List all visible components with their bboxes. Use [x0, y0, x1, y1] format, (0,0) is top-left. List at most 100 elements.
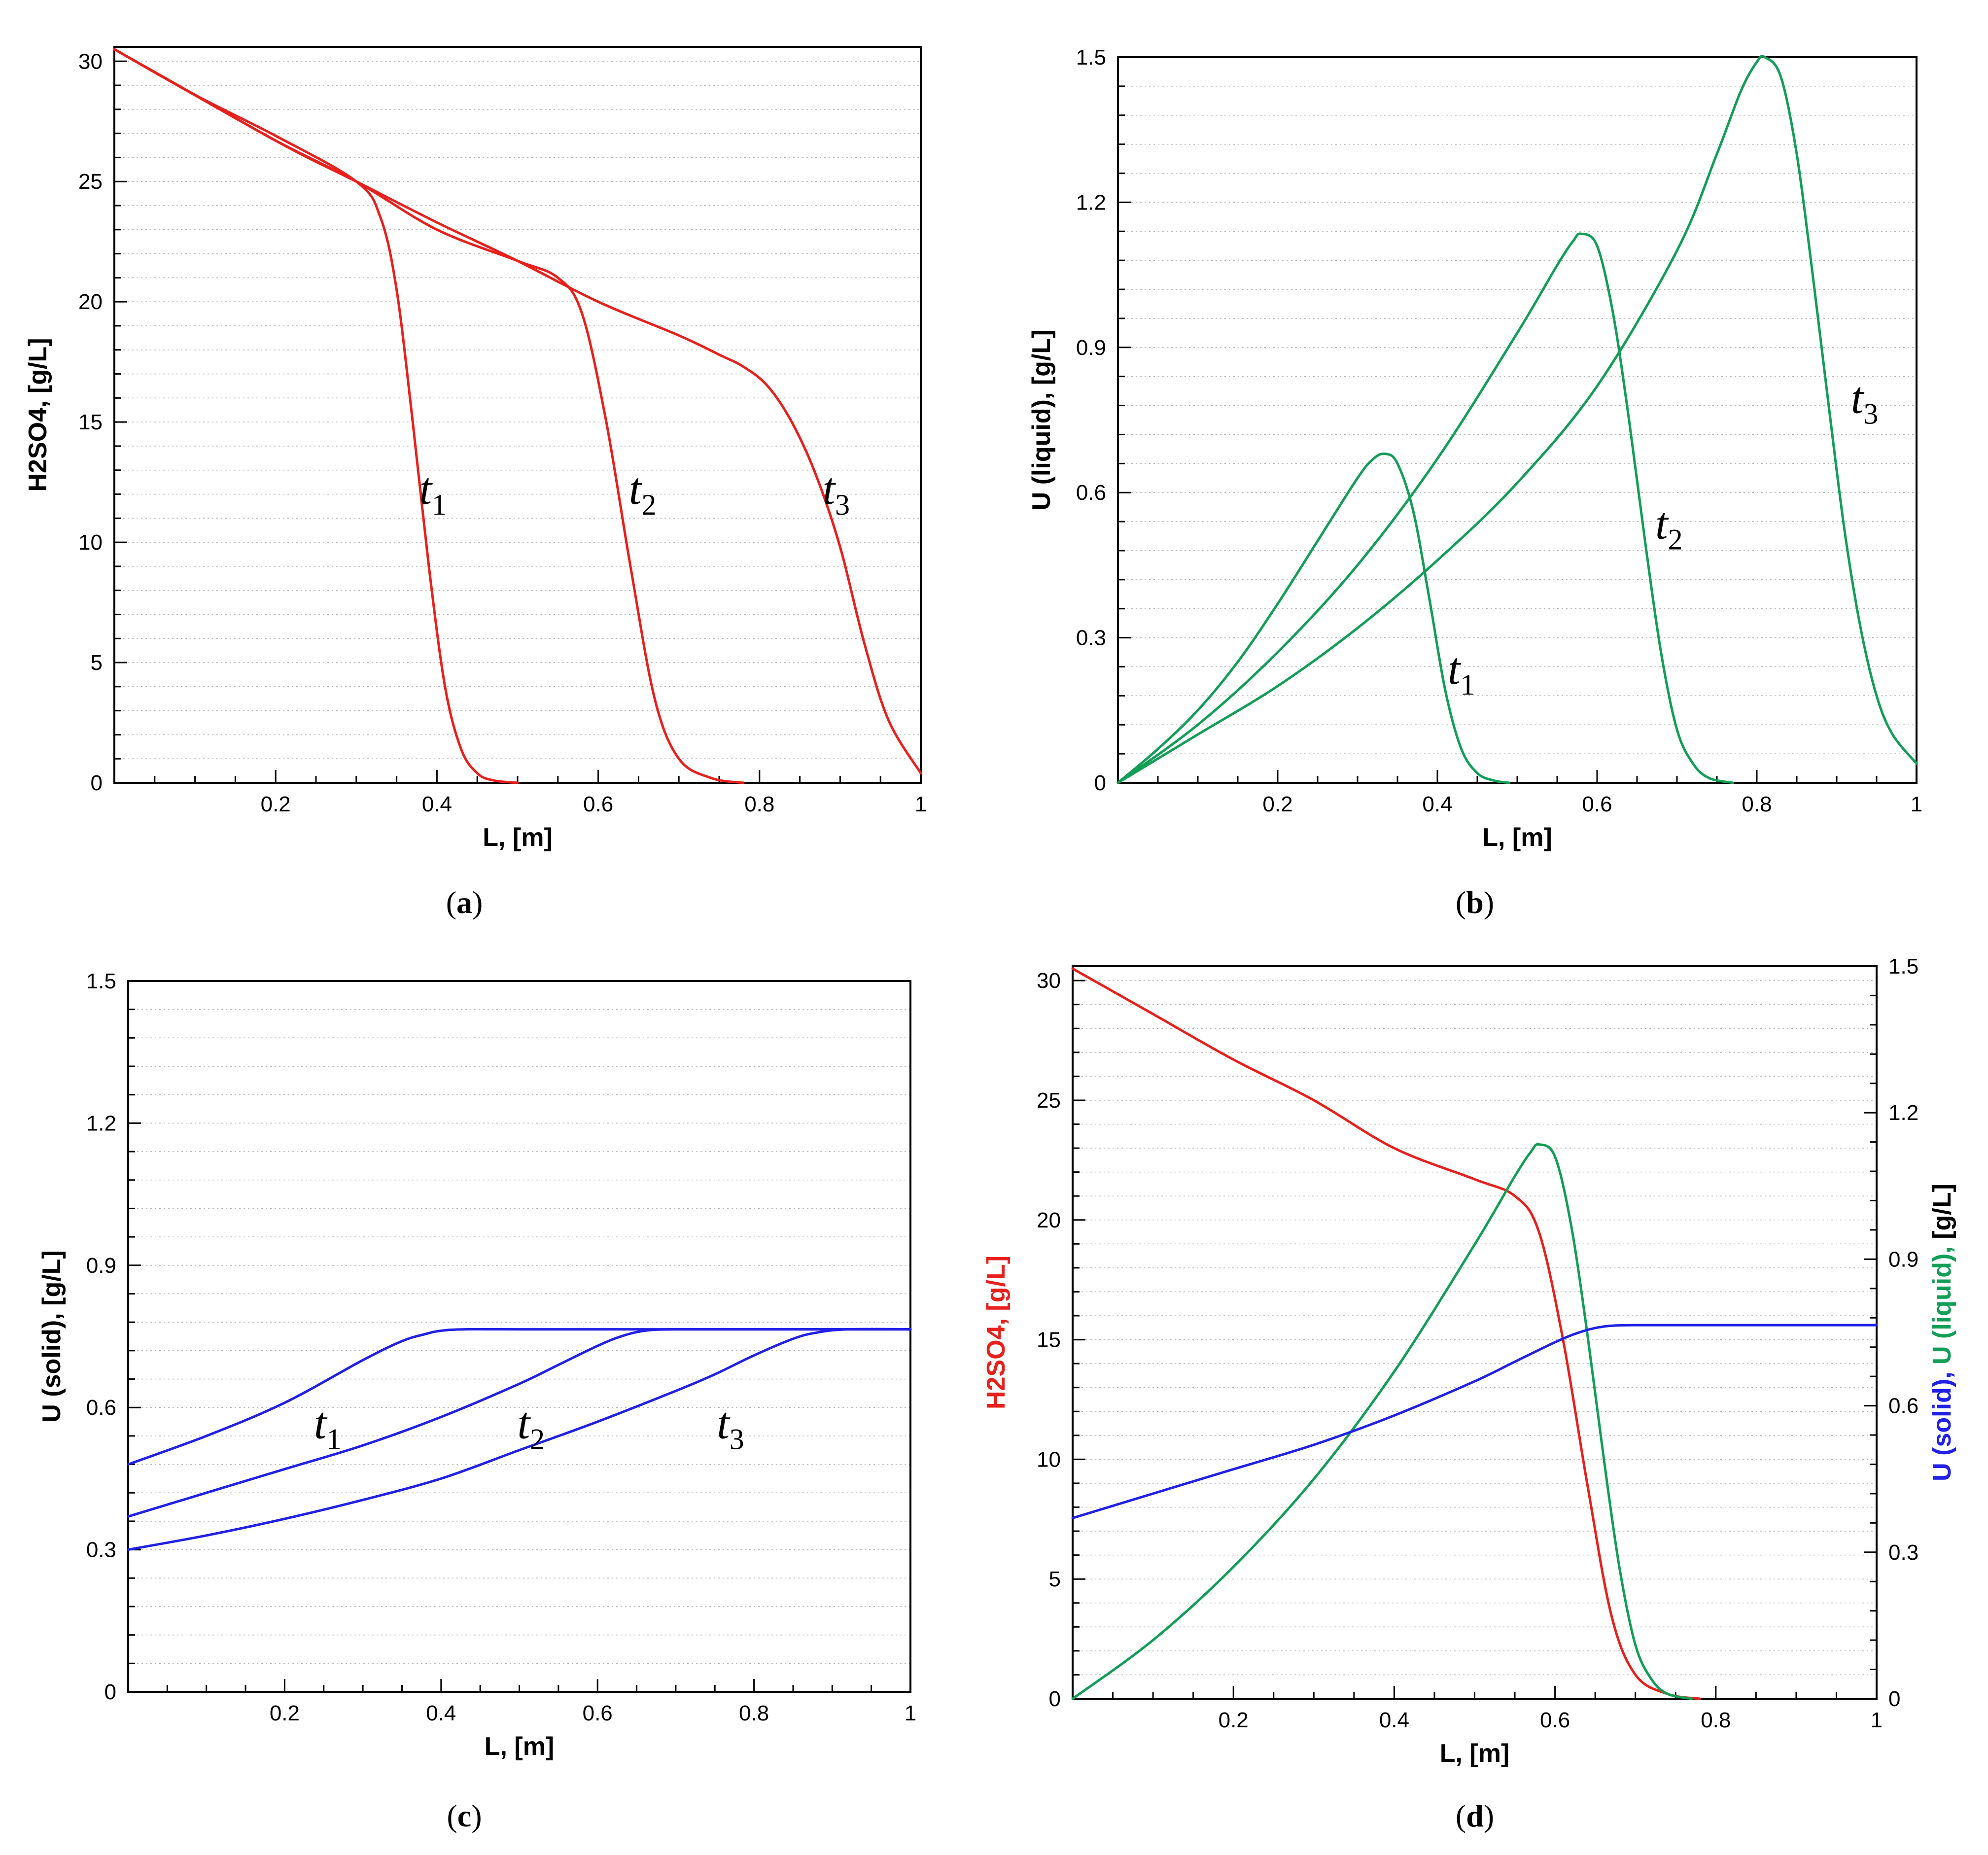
series-line-t2	[113, 48, 745, 784]
x-tick-label: 1	[1871, 1708, 1883, 1732]
x-tick-label: 0.4	[426, 1701, 456, 1725]
x-tick-label: 1	[915, 792, 927, 816]
x-tick-label: 0.8	[1742, 792, 1772, 816]
y-tick-label: 0	[1094, 771, 1106, 795]
panel-c: 0.2 0.4 0.6 0.8 1 0 0.3 0.6 0.9 1.2 1.5 L, [m] U (so…	[37, 969, 916, 1833]
x-tick-label: 0.2	[261, 792, 291, 816]
y-right-tick-label: 1.5	[1888, 954, 1918, 979]
series-line-t2	[127, 1328, 912, 1518]
x-tick-label: 0.6	[1540, 1708, 1570, 1732]
y-left-tick-label: 5	[1049, 1567, 1061, 1591]
y-left-tick-label: 30	[1037, 969, 1061, 993]
y-tick-label: 1.5	[1076, 45, 1106, 70]
caption-open: (	[447, 1798, 457, 1833]
x-axis-label: L, [m]	[1440, 1739, 1510, 1768]
series-line-u-solid-	[1071, 1324, 1878, 1519]
series-label-t1: t1	[1448, 643, 1475, 701]
caption-letter: a	[456, 885, 472, 920]
caption-close: )	[1484, 1798, 1494, 1833]
y-tick-label: 0	[105, 1680, 116, 1704]
caption-letter: b	[1466, 885, 1484, 920]
series-label-base: t	[1851, 372, 1865, 422]
y-left-axis-label: H2SO4, [g/L]	[982, 1256, 1011, 1409]
caption-open: (	[446, 885, 456, 920]
series-line-t3	[113, 48, 922, 774]
caption-open: (	[1456, 1798, 1466, 1833]
x-tick-label: 0.2	[270, 1701, 300, 1725]
y-tick-label: 1.2	[86, 1111, 116, 1135]
x-tick-label: 1	[905, 1701, 916, 1725]
x-axis-label: L, [m]	[483, 823, 553, 852]
caption-letter: c	[457, 1798, 471, 1833]
y-right-axis-label-part: U (solid),	[1928, 1365, 1956, 1481]
panel-caption: (a)	[446, 885, 483, 920]
x-tick-label: 0.4	[422, 792, 452, 816]
y-right-tick-label: 1.2	[1888, 1101, 1918, 1125]
series-label-sub: 2	[641, 489, 656, 521]
y-tick-label: 1.5	[86, 969, 116, 993]
caption-close: )	[1484, 885, 1494, 920]
y-tick-label: 25	[78, 170, 103, 194]
y-left-tick-label: 10	[1037, 1447, 1061, 1471]
series-line-h2so4	[1071, 967, 1701, 1700]
series-line-u-liquid-	[1071, 1143, 1693, 1700]
y-tick-label: 0.6	[1076, 481, 1106, 505]
y-left-tick-label: 20	[1037, 1208, 1061, 1232]
series-label-sub: 2	[1668, 523, 1683, 556]
plot-frame	[127, 980, 911, 1693]
series-label-sub: 1	[432, 489, 447, 521]
series-label-base: t	[518, 1398, 531, 1448]
x-tick-label: 0.2	[1262, 792, 1292, 816]
panel-d: 0.2 0.4 0.6 0.8 105101520253000.30.60.91.21.…	[982, 954, 1956, 1833]
x-tick-label: 0.6	[583, 792, 613, 816]
series-line-t3	[127, 1328, 912, 1551]
y-tick-label: 0	[91, 771, 103, 795]
caption-close: )	[472, 885, 483, 920]
x-tick-label: 0.8	[1701, 1708, 1731, 1732]
y-left-tick-label: 15	[1037, 1328, 1061, 1352]
plot-frame	[1117, 56, 1918, 784]
y-tick-label: 0.3	[86, 1538, 116, 1562]
y-right-axis-label-part: U (liquid),	[1928, 1239, 1956, 1365]
y-tick-label: 15	[78, 410, 103, 434]
series-line-t1	[113, 48, 519, 784]
x-tick-label: 0.8	[744, 792, 774, 816]
x-tick-label: 0.8	[739, 1701, 769, 1725]
y-right-tick-label: 0.9	[1888, 1247, 1918, 1271]
series-label-sub: 2	[530, 1423, 545, 1456]
y-right-tick-label: 0	[1888, 1687, 1900, 1711]
series-label-t3: t3	[717, 1398, 744, 1456]
y-tick-label: 5	[91, 651, 103, 675]
series-line-t3	[1116, 55, 1918, 784]
series-line-t2	[1116, 232, 1734, 784]
y-axis-label: H2SO4, [g/L]	[24, 338, 52, 491]
y-tick-label: 0.6	[86, 1396, 116, 1420]
y-tick-label: 0.9	[1076, 336, 1106, 360]
series-label-base: t	[1655, 498, 1669, 548]
series-label-sub: 3	[835, 489, 850, 521]
x-tick-label: 0.4	[1379, 1708, 1409, 1732]
series-label-t2: t2	[518, 1398, 545, 1456]
y-axis-label: U (liquid), [g/L]	[1027, 330, 1056, 511]
series-label-sub: 3	[1863, 397, 1878, 430]
series-label-t3: t3	[822, 463, 850, 521]
y-tick-label: 10	[78, 530, 103, 555]
x-axis-label: L, [m]	[485, 1732, 555, 1761]
y-tick-label: 0.3	[1076, 626, 1106, 650]
caption-letter: d	[1466, 1798, 1484, 1833]
y-right-axis-label: U (solid), U (liquid), [g/L]	[1928, 1184, 1956, 1481]
x-tick-label: 0.2	[1219, 1708, 1249, 1732]
panel-b: 0.2 0.4 0.6 0.8 1 0 0.3 0.6 0.9 1.2 1.5 L, [m] U (li…	[1027, 45, 1922, 920]
panel-caption: (b)	[1456, 885, 1494, 920]
series-label-t1: t1	[314, 1398, 342, 1456]
y-left-tick-label: 0	[1049, 1687, 1061, 1711]
series-label-sub: 3	[730, 1423, 744, 1456]
x-axis-label: L, [m]	[1482, 823, 1552, 852]
series-label-sub: 1	[326, 1423, 341, 1456]
series-label-sub: 1	[1460, 668, 1475, 701]
series-label-base: t	[314, 1398, 328, 1448]
y-tick-label: 1.2	[1076, 190, 1106, 214]
series-line-t1	[1116, 452, 1511, 784]
